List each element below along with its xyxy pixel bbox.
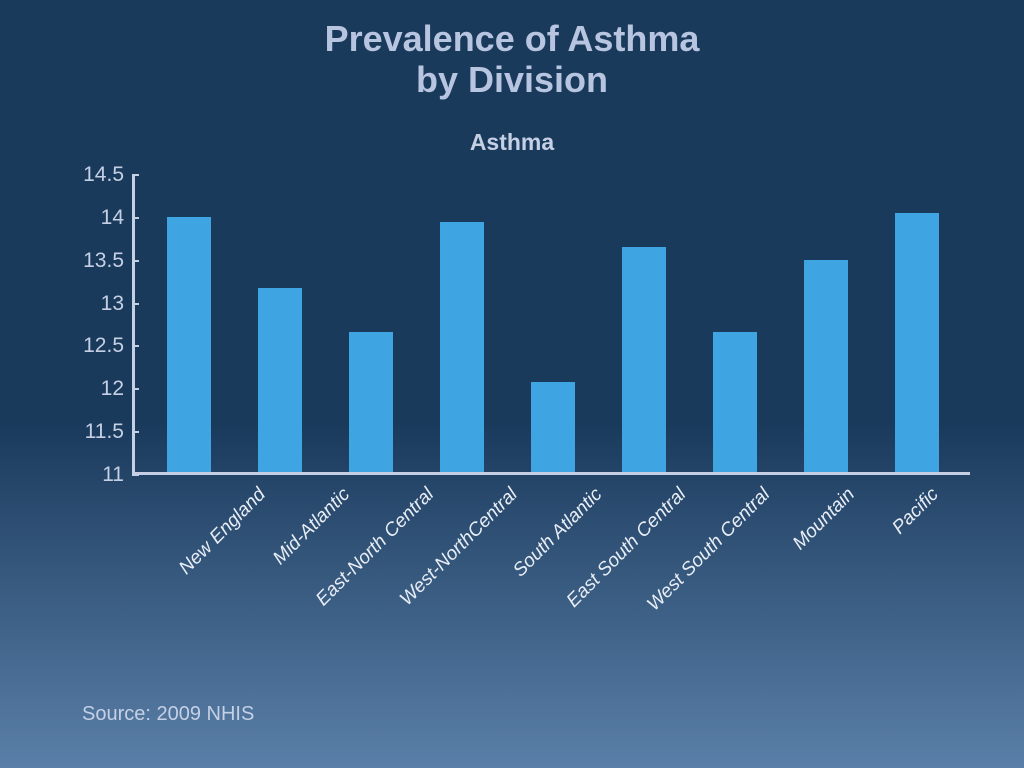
plot-area: New EnglandMid-AtlanticEast-North Centra… bbox=[132, 175, 970, 475]
bar-slot bbox=[598, 175, 689, 472]
bar-chart: 1111.51212.51313.51414.5 New EnglandMid-… bbox=[70, 175, 970, 475]
y-tick-label: 11 bbox=[102, 463, 124, 487]
bar-slot bbox=[689, 175, 780, 472]
bar bbox=[804, 260, 848, 472]
source-label: Source: 2009 NHIS bbox=[82, 703, 254, 726]
bar-slot bbox=[416, 175, 507, 472]
bar-slot bbox=[507, 175, 598, 472]
title-line-1: Prevalence of Asthma bbox=[0, 18, 1024, 59]
bar-slot bbox=[143, 175, 234, 472]
bar bbox=[622, 247, 666, 472]
y-tick-label: 14.5 bbox=[83, 163, 124, 187]
title-line-2: by Division bbox=[0, 59, 1024, 100]
x-tick-label: Mid-Atlantic bbox=[269, 484, 355, 570]
page-title: Prevalence of Asthma by Division bbox=[0, 0, 1024, 101]
y-tick-label: 13.5 bbox=[83, 249, 124, 273]
bar-slot bbox=[325, 175, 416, 472]
bar bbox=[440, 222, 484, 472]
y-tick-label: 11.5 bbox=[85, 420, 124, 444]
y-tick-label: 12 bbox=[101, 377, 124, 401]
y-tick-label: 12.5 bbox=[83, 334, 124, 358]
x-tick-label: New England bbox=[175, 484, 270, 579]
y-tick-label: 13 bbox=[101, 292, 124, 316]
bar bbox=[349, 332, 393, 472]
bar bbox=[258, 288, 302, 472]
bar bbox=[531, 382, 575, 472]
x-tick-label: Pacific bbox=[888, 484, 943, 539]
bar bbox=[713, 332, 757, 472]
bar bbox=[167, 217, 211, 472]
bar-slot bbox=[871, 175, 962, 472]
bars-container bbox=[135, 175, 970, 472]
x-tick-label: Mountain bbox=[789, 484, 860, 555]
bar bbox=[895, 213, 939, 472]
bar-slot bbox=[234, 175, 325, 472]
chart-subtitle: Asthma bbox=[0, 129, 1024, 156]
y-axis: 1111.51212.51313.51414.5 bbox=[70, 175, 132, 475]
bar-slot bbox=[780, 175, 871, 472]
y-tick-label: 14 bbox=[101, 206, 124, 230]
